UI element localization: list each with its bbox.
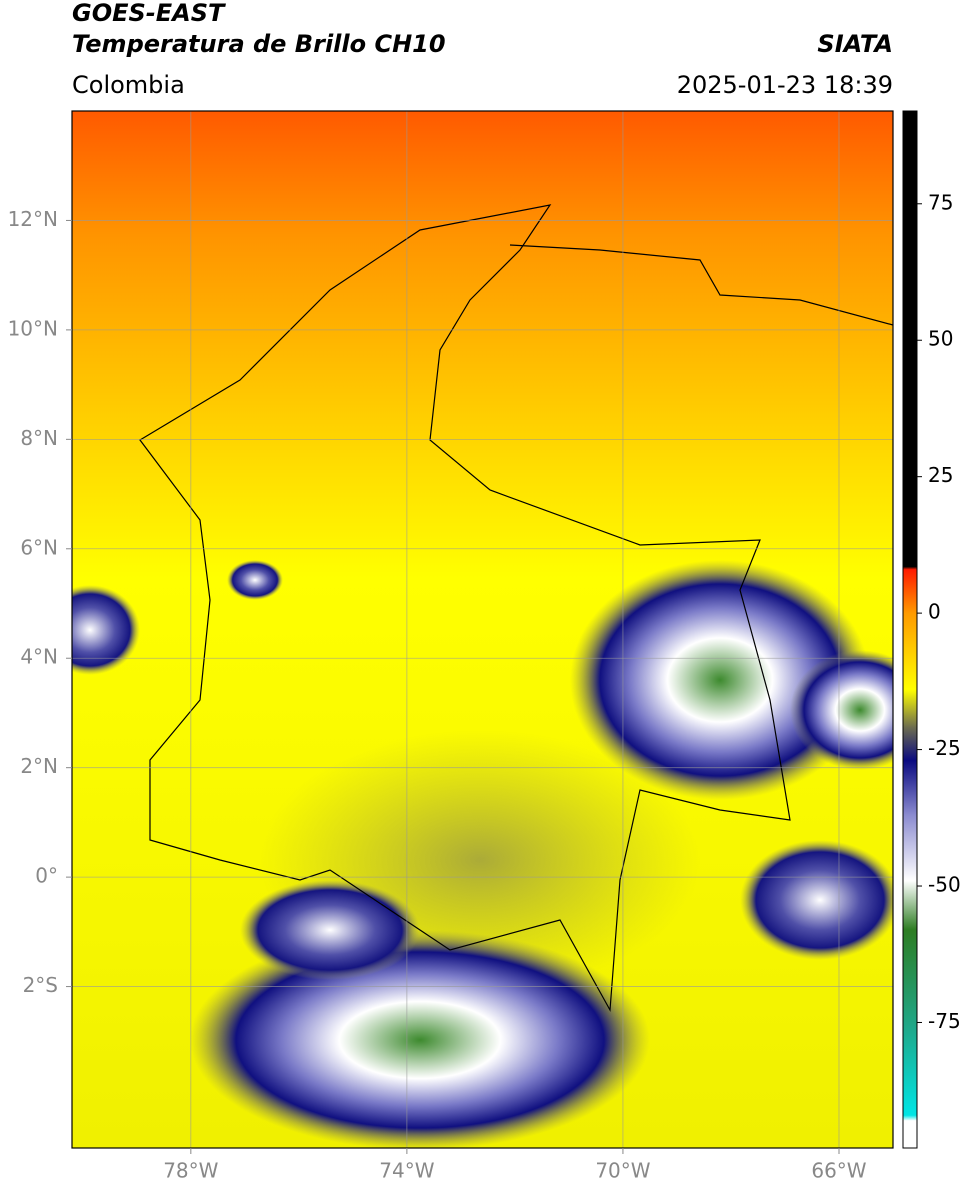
colorbar-tick-label: -25 bbox=[928, 736, 961, 760]
colorbar-tick-label: 75 bbox=[928, 190, 953, 214]
y-tick-label: 2°N bbox=[20, 754, 58, 778]
cloud bbox=[740, 840, 893, 960]
storm-cell bbox=[570, 560, 870, 800]
storm-cell bbox=[790, 650, 893, 770]
title: GOES-EAST bbox=[72, 0, 226, 27]
source: SIATA bbox=[817, 30, 893, 58]
x-tick-label: 66°W bbox=[811, 1159, 866, 1183]
satellite-image bbox=[72, 111, 893, 1148]
x-tick-label: 74°W bbox=[379, 1159, 434, 1183]
y-tick-label: 8°N bbox=[20, 426, 58, 450]
y-tick-label: 0° bbox=[35, 864, 58, 888]
y-tick-label: 10°N bbox=[8, 316, 58, 340]
storm-cell bbox=[190, 930, 650, 1148]
datetime: 2025-01-23 18:39 bbox=[677, 71, 893, 99]
colorbar-fill bbox=[902, 110, 918, 1149]
cloud bbox=[227, 560, 283, 600]
grid bbox=[72, 111, 893, 1148]
colorbar-tick-label: 0 bbox=[928, 600, 941, 624]
colorbar-tick-label: 50 bbox=[928, 327, 953, 351]
country-border bbox=[139, 204, 791, 1013]
y-tick-label: 4°N bbox=[20, 645, 58, 669]
x-tick-label: 70°W bbox=[595, 1159, 650, 1183]
y-tick-label: 6°N bbox=[20, 535, 58, 559]
region: Colombia bbox=[72, 71, 185, 99]
cloud bbox=[72, 585, 140, 675]
colorbar-tick-label: -75 bbox=[928, 1009, 961, 1033]
map-frame bbox=[71, 110, 894, 1149]
colorbar: 75 50 25 0 -25 -50 -75 bbox=[902, 110, 961, 1149]
subtitle: Temperatura de Brillo CH10 bbox=[72, 30, 446, 58]
x-tick-label: 78°W bbox=[163, 1159, 218, 1183]
y-tick-label: 12°N bbox=[8, 207, 58, 231]
cloud bbox=[240, 880, 420, 980]
colorbar-tick-label: -50 bbox=[928, 873, 961, 897]
colorbar-tick-label: 25 bbox=[928, 463, 953, 487]
y-tick-label: 2°S bbox=[23, 973, 58, 997]
coastline bbox=[509, 244, 893, 326]
